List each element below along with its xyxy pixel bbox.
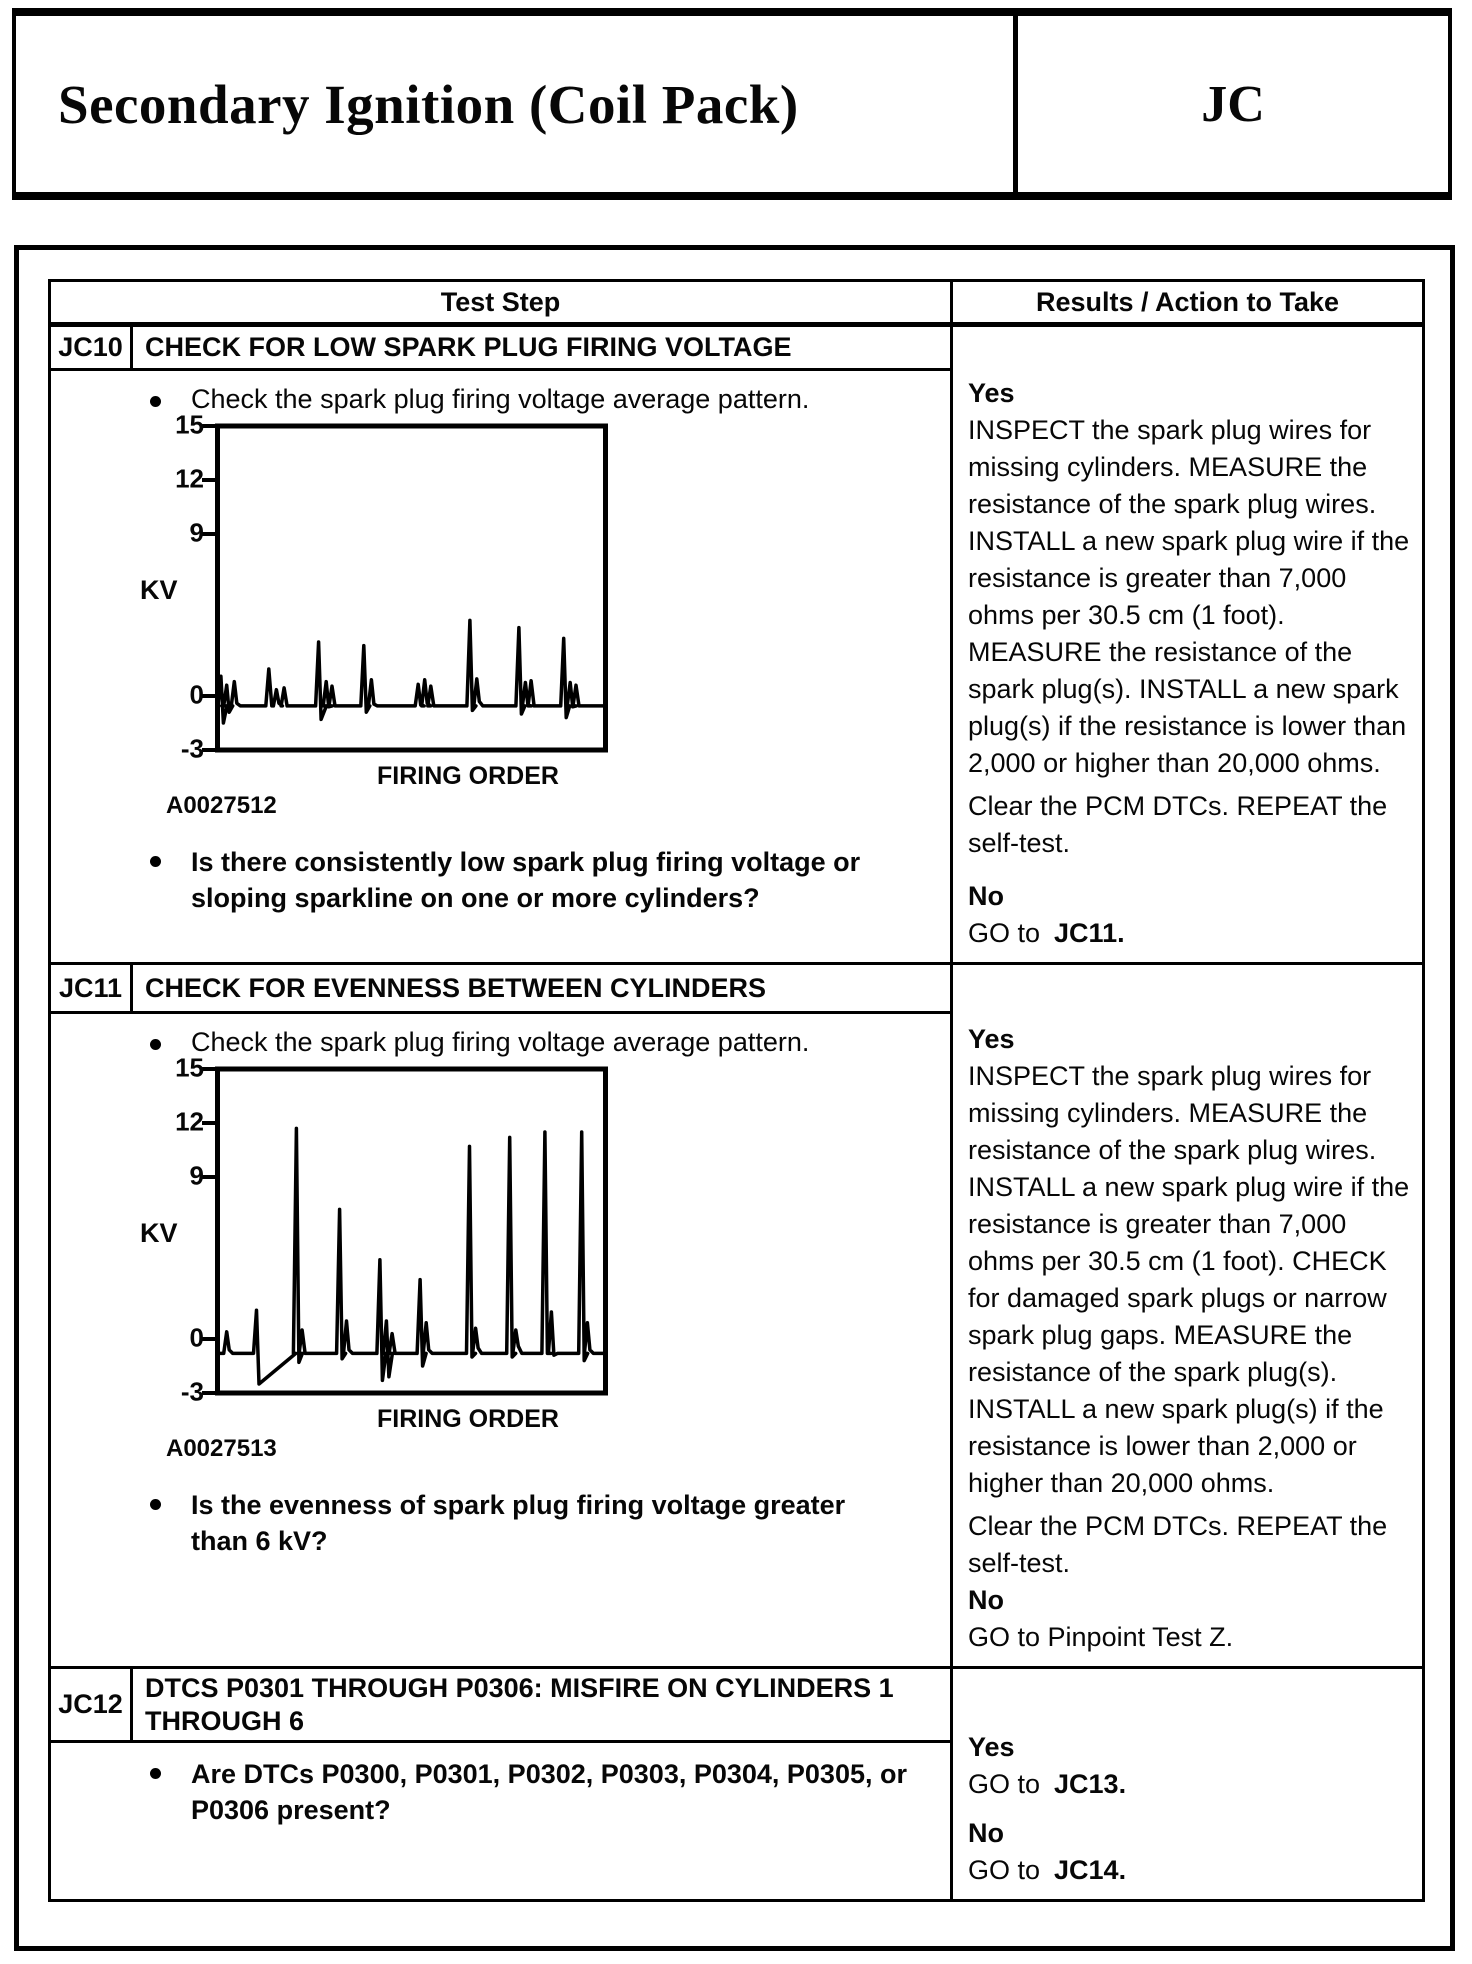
instruction-text: Check the spark plug firing voltage aver…: [191, 384, 810, 414]
go-to-prefix: GO to: [968, 1855, 1041, 1885]
go-to-prefix: GO to: [968, 1769, 1041, 1799]
step-id-jc10: JC10: [48, 323, 133, 371]
yes-action-text: GO to JC13.: [968, 1766, 1410, 1803]
page-title: Secondary Ignition (Coil Pack): [58, 73, 799, 135]
step-id-jc12: JC12: [48, 1666, 133, 1743]
no-action-text: GO to Pinpoint Test Z.: [968, 1619, 1410, 1656]
no-label: No: [968, 1585, 1004, 1615]
go-to-prefix: GO to Pinpoint Test Z.: [968, 1622, 1234, 1652]
y-axis-label: KV: [140, 1217, 178, 1248]
step-body-jc10: Check the spark plug firing voltage aver…: [48, 368, 953, 965]
step-title-jc10: CHECK FOR LOW SPARK PLUG FIRING VOLTAGE: [130, 323, 953, 371]
bullet-icon: [150, 396, 161, 407]
step-jc12-title-row: JC12 DTCS P0301 THROUGH P0306: MISFIRE O…: [48, 1666, 1425, 1902]
go-to-target: JC11.: [1054, 918, 1125, 948]
no-action-text: GO to JC11.: [968, 915, 1410, 952]
yes-action-text: INSPECT the spark plug wires for missing…: [968, 415, 1410, 778]
voltage-pattern-chart-jc11: KV 15 12 9 0 -3 FIRING ORDER A0027513: [140, 1052, 949, 1463]
voltage-pattern-chart-jc10: KV 15 12 9 0 -3 FIRING ORDER A0027512: [140, 409, 949, 820]
step-jc11-title-row: JC11 CHECK FOR EVENNESS BETWEEN CYLINDER…: [48, 961, 1425, 1669]
header-code-cell: JC: [1013, 16, 1448, 192]
no-action-text: GO to JC14.: [968, 1852, 1410, 1889]
y-axis-label: KV: [140, 574, 178, 605]
col-header-results: Results / Action to Take: [950, 279, 1425, 327]
y-axis: KV 15 12 9 0 -3: [140, 409, 204, 764]
step-id-jc11: JC11: [48, 961, 133, 1015]
waveform-plot: [202, 1066, 608, 1396]
pinpoint-test-table: Test Step Results / Action to Take JC10 …: [48, 279, 1425, 1902]
bullet-icon: [150, 856, 161, 867]
step-jc12-body-row: Are DTCs P0300, P0301, P0302, P0303, P03…: [48, 1740, 1424, 1902]
go-to-prefix: GO to: [968, 918, 1041, 948]
figure-id: A0027513: [166, 1435, 277, 1463]
step-title-jc11: CHECK FOR EVENNESS BETWEEN CYLINDERS: [130, 961, 953, 1015]
test-table-frame: Test Step Results / Action to Take JC10 …: [14, 245, 1455, 1951]
column-header-row: Test Step Results / Action to Take: [48, 279, 1425, 327]
instruction-line: Check the spark plug firing voltage aver…: [150, 1027, 930, 1058]
yes-label: Yes: [968, 1024, 1015, 1054]
step-body-jc12: Are DTCs P0300, P0301, P0302, P0303, P03…: [48, 1740, 953, 1902]
bullet-icon: [150, 1039, 161, 1051]
no-label: No: [968, 1818, 1004, 1848]
go-to-target: JC14.: [1054, 1855, 1127, 1885]
yes-label: Yes: [968, 378, 1015, 408]
step-jc10-title-row: JC10 CHECK FOR LOW SPARK PLUG FIRING VOL…: [48, 323, 1425, 965]
step-body-jc11: Check the spark plug firing voltage aver…: [48, 1011, 953, 1669]
question-text: Is the evenness of spark plug firing vol…: [191, 1490, 846, 1557]
figure-id: A0027512: [166, 792, 277, 819]
yes-action-text-2: Clear the PCM DTCs. REPEAT the self-test…: [968, 1511, 1388, 1578]
step-jc11-body-row: Check the spark plug firing voltage aver…: [48, 1011, 1424, 1669]
header-title-cell: Secondary Ignition (Coil Pack): [16, 16, 1013, 192]
yes-label: Yes: [968, 1732, 1015, 1762]
waveform-plot: [202, 423, 608, 753]
col-header-test-step: Test Step: [48, 279, 953, 327]
no-label: No: [968, 881, 1004, 911]
question-line: Is the evenness of spark plug firing vol…: [150, 1487, 930, 1559]
step-jc10-body-row: Check the spark plug firing voltage aver…: [48, 368, 1424, 965]
question-line: Is there consistently low spark plug fir…: [150, 844, 930, 916]
x-axis-label: FIRING ORDER: [377, 1405, 559, 1434]
question-line: Are DTCs P0300, P0301, P0302, P0303, P03…: [150, 1756, 930, 1828]
results-cell-jc11: Yes INSPECT the spark plug wires for mis…: [950, 962, 1425, 1669]
results-content-jc10: Yes INSPECT the spark plug wires for mis…: [955, 328, 1421, 961]
question-text: Are DTCs P0300, P0301, P0302, P0303, P03…: [191, 1759, 907, 1825]
results-content-jc11: Yes INSPECT the spark plug wires for mis…: [955, 967, 1421, 1665]
yes-action-text-2: Clear the PCM DTCs. REPEAT the self-test…: [968, 791, 1388, 858]
y-axis: KV 15 12 9 0 -3: [140, 1052, 204, 1407]
document-header: Secondary Ignition (Coil Pack) JC: [12, 8, 1452, 200]
instruction-text: Check the spark plug firing voltage aver…: [191, 1027, 810, 1058]
no-group: No GO to JC14.: [968, 1815, 1410, 1889]
question-text: Is there consistently low spark plug fir…: [191, 847, 861, 913]
instruction-line: Check the spark plug firing voltage aver…: [150, 384, 930, 415]
results-cell-jc12: Yes GO to JC13. No GO to JC14.: [950, 1666, 1425, 1902]
results-content-jc12: Yes GO to JC13. No GO to JC14.: [955, 1671, 1421, 1898]
go-to-target: JC13.: [1054, 1769, 1127, 1799]
yes-group: Yes GO to JC13.: [968, 1729, 1410, 1803]
x-axis-label: FIRING ORDER: [377, 762, 559, 790]
results-cell-jc10: Yes INSPECT the spark plug wires for mis…: [950, 323, 1425, 965]
bullet-icon: [150, 1499, 161, 1511]
yes-action-text: INSPECT the spark plug wires for missing…: [968, 1061, 1410, 1498]
bullet-icon: [150, 1768, 161, 1779]
step-title-jc12: DTCS P0301 THROUGH P0306: MISFIRE ON CYL…: [130, 1666, 953, 1743]
section-code: JC: [1201, 75, 1265, 133]
